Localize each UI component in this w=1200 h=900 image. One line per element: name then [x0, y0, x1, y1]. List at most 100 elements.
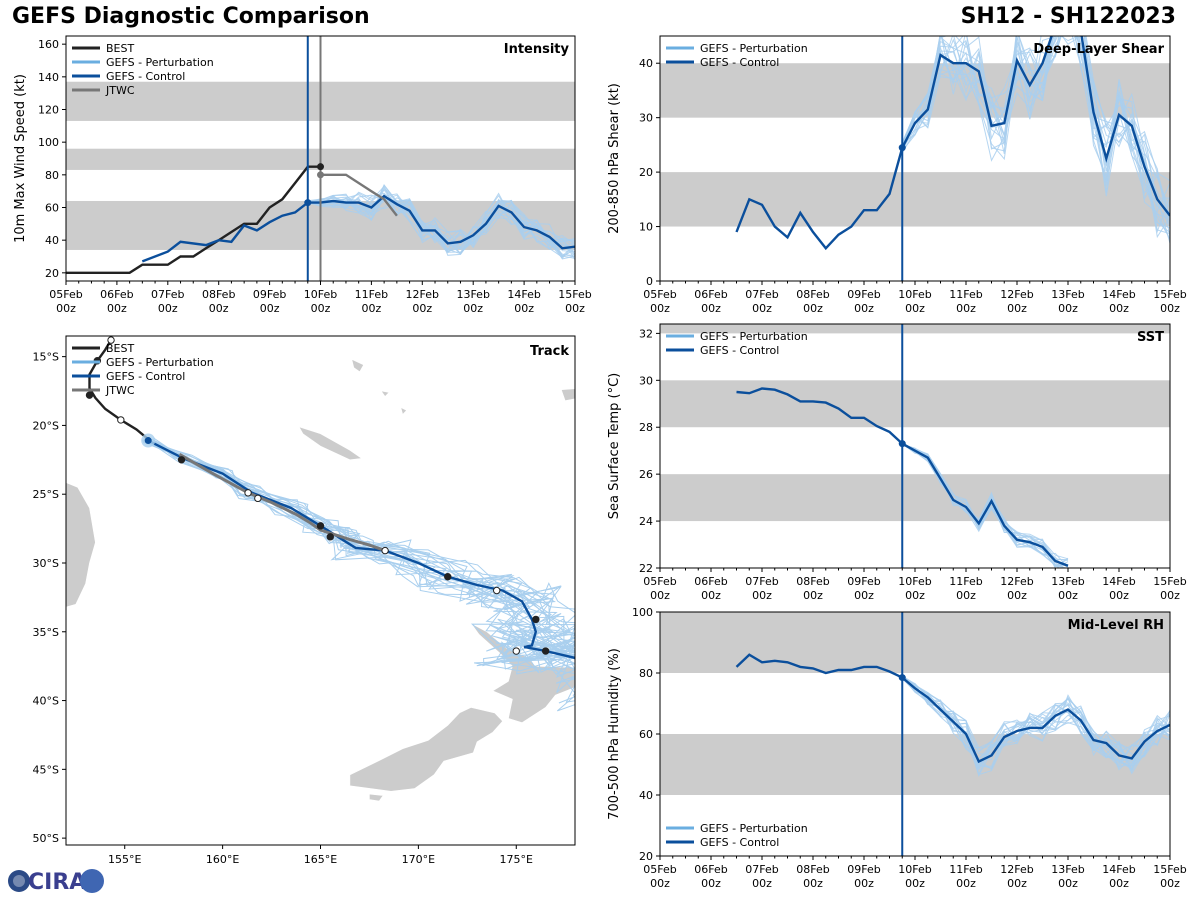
shear-perturbation-line — [901, 36, 1170, 219]
sst-shade-band — [660, 324, 1170, 334]
intensity-x-tick-label: 00z — [463, 302, 483, 315]
track-time-marker — [254, 494, 262, 503]
rh-x-tick-label: 10Feb — [898, 863, 931, 876]
intensity-y-tick-label: 20 — [45, 267, 59, 280]
shear-x-tick-label: 00z — [1109, 302, 1129, 315]
shear-x-tick-label: 00z — [1160, 302, 1180, 315]
track-time-marker — [177, 456, 186, 464]
track-y-tick-label: 25°S — [33, 488, 59, 501]
intensity-x-tick-label: 00z — [260, 302, 280, 315]
rh-perturbation-line — [902, 677, 1170, 776]
intensity-x-tick-label: 10Feb — [304, 288, 337, 301]
intensity-legend-label: JTWC — [105, 84, 135, 97]
shear-x-tick-label: 00z — [701, 302, 721, 315]
shear-panel-title: Deep-Layer Shear — [1033, 42, 1164, 57]
shear-y-tick-label: 20 — [639, 166, 653, 179]
track-plot-area — [66, 336, 575, 802]
rh-y-tick-label: 60 — [639, 728, 653, 741]
rh-x-tick-label: 05Feb — [643, 863, 676, 876]
track-panel: 155°E 160°E 165°E 170°E 175°E 15°S 20°S 25°S 30°… — [33, 335, 576, 866]
track-jtwc-line — [178, 453, 386, 553]
intensity-x-tick-label: 00z — [311, 302, 331, 315]
intensity-best-line — [66, 165, 321, 274]
shear-perturbation-line — [901, 36, 1170, 182]
rh-x-tick-label: 09Feb — [847, 863, 880, 876]
track-y-tick-label: 35°S — [33, 626, 59, 639]
track-legend-label: JTWC — [105, 384, 135, 397]
rh-x-tick-label: 00z — [701, 877, 721, 890]
track-y-tick-label: 15°S — [33, 351, 59, 364]
shear-perturbation-line — [901, 36, 1170, 240]
intensity-x-tick-label: 15Feb — [558, 288, 591, 301]
shear-x-tick-label: 00z — [905, 302, 925, 315]
shear-x-tick-label: 12Feb — [1000, 288, 1033, 301]
sst-panel-title: SST — [1137, 330, 1164, 345]
cira-logo-icon — [8, 870, 30, 892]
sst-y-tick-label: 22 — [639, 562, 653, 575]
shear-x-tick-label: 00z — [1058, 302, 1078, 315]
shear-y-tick-label: 40 — [639, 57, 653, 70]
nz-south-island-land — [349, 707, 504, 792]
track-control-init-marker — [144, 437, 152, 445]
sst-control-init-marker — [898, 440, 906, 448]
sst-x-tick-label: 00z — [650, 589, 670, 602]
shear-x-tick-label: 00z — [650, 302, 670, 315]
sst-legend-label: GEFS - Perturbation — [700, 330, 808, 343]
intensity-y-tick-label: 60 — [45, 202, 59, 215]
rh-x-tick-label: 12Feb — [1000, 863, 1033, 876]
fiji-land — [560, 388, 575, 402]
intensity-perturbation-line — [307, 184, 575, 241]
intensity-x-tick-label: 11Feb — [355, 288, 388, 301]
shear-x-tick-label: 00z — [803, 302, 823, 315]
vanuatu-land — [351, 358, 365, 373]
sst-x-tick-label: 12Feb — [1000, 575, 1033, 588]
rh-y-tick-label: 80 — [639, 667, 653, 680]
intensity-y-tick-label: 160 — [38, 38, 59, 51]
intensity-y-tick-label: 120 — [38, 104, 59, 117]
rh-x-tick-label: 15Feb — [1153, 863, 1186, 876]
sst-shade-band — [660, 380, 1170, 428]
shear-y-tick-label: 10 — [639, 221, 653, 234]
intensity-x-tick-label: 12Feb — [406, 288, 439, 301]
rh-x-tick-label: 11Feb — [949, 863, 982, 876]
intensity-x-tick-label: 00z — [56, 302, 76, 315]
rh-legend-label: GEFS - Perturbation — [700, 822, 808, 835]
shear-control-init-marker — [898, 144, 906, 152]
intensity-x-tick-label: 05Feb — [49, 288, 82, 301]
rh-x-tick-label: 00z — [650, 877, 670, 890]
rh-control-line — [735, 653, 1170, 764]
track-legend-label: GEFS - Perturbation — [106, 356, 214, 369]
track-y-tick-label: 40°S — [33, 695, 59, 708]
rh-shade-band — [660, 734, 1170, 795]
track-x-tick-label: 165°E — [304, 853, 337, 866]
track-panel-title: Track — [530, 344, 569, 359]
sst-shade-band — [660, 474, 1170, 522]
track-time-marker — [541, 647, 550, 655]
sst-x-tick-label: 13Feb — [1051, 575, 1084, 588]
intensity-x-tick-label: 00z — [565, 302, 585, 315]
intensity-control-line — [141, 194, 575, 263]
australia-land — [66, 482, 96, 608]
shear-x-tick-label: 00z — [854, 302, 874, 315]
rh-legend-label: GEFS - Control — [700, 836, 779, 849]
stewart-island-land — [369, 793, 384, 802]
cira-logo-text: CIRA — [28, 870, 86, 895]
new-caledonia-land — [298, 426, 363, 461]
shear-x-tick-label: 09Feb — [847, 288, 880, 301]
shear-x-tick-label: 06Feb — [694, 288, 727, 301]
sst-x-tick-label: 00z — [1007, 589, 1027, 602]
rh-shade-band — [660, 612, 1170, 673]
intensity-x-tick-label: 13Feb — [456, 288, 489, 301]
rh-perturbation-line — [902, 678, 1170, 767]
track-time-marker — [512, 647, 520, 655]
sst-x-tick-label: 00z — [905, 589, 925, 602]
track-legend-label: GEFS - Control — [106, 370, 185, 383]
rh-y-tick-label: 40 — [639, 789, 653, 802]
intensity-x-tick-label: 00z — [209, 302, 229, 315]
shear-x-tick-label: 05Feb — [643, 288, 676, 301]
sst-y-tick-label: 24 — [639, 515, 653, 528]
shear-shade-band — [660, 172, 1170, 227]
track-perturbation-line — [143, 441, 575, 660]
track-legend-label: BEST — [106, 342, 134, 355]
